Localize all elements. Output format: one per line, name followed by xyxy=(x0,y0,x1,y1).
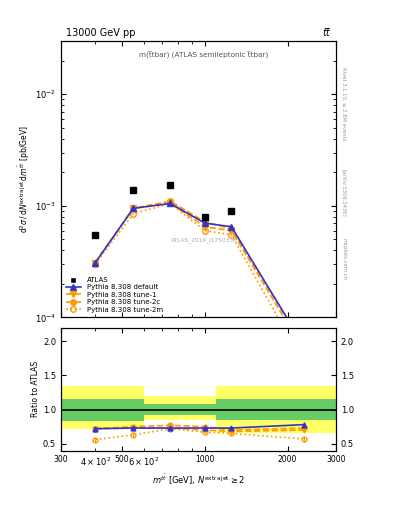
Pythia 8.308 tune-2m xyxy=(93,261,97,267)
ATLAS xyxy=(168,182,173,188)
Pythia 8.308 tune-1 xyxy=(93,260,97,266)
Text: tt̅: tt̅ xyxy=(323,28,331,38)
Pythia 8.308 default xyxy=(302,344,307,350)
Pythia 8.308 tune-1 xyxy=(131,205,136,211)
Line: Pythia 8.308 default: Pythia 8.308 default xyxy=(92,201,307,349)
ATLAS xyxy=(202,214,207,220)
Pythia 8.308 tune-2m xyxy=(168,200,173,206)
Text: Rivet 3.1.10, ≥ 2.8M events: Rivet 3.1.10, ≥ 2.8M events xyxy=(342,67,346,140)
Text: m(t̅tbar) (ATLAS semileptonic t̅tbar): m(t̅tbar) (ATLAS semileptonic t̅tbar) xyxy=(140,52,268,59)
Pythia 8.308 tune-2c xyxy=(93,260,97,266)
Pythia 8.308 tune-2c xyxy=(302,344,307,350)
Pythia 8.308 default xyxy=(168,200,173,206)
Pythia 8.308 default xyxy=(131,205,136,211)
ATLAS xyxy=(302,332,307,338)
Pythia 8.308 tune-2c xyxy=(202,219,207,225)
Text: mcplots.cern.ch: mcplots.cern.ch xyxy=(342,238,346,280)
Y-axis label: Ratio to ATLAS: Ratio to ATLAS xyxy=(31,361,40,417)
Pythia 8.308 default xyxy=(93,260,97,266)
Text: ATLAS_2019_I1750330: ATLAS_2019_I1750330 xyxy=(171,237,237,243)
Pythia 8.308 tune-2c xyxy=(131,205,136,211)
Pythia 8.308 tune-2c xyxy=(168,198,173,204)
Line: Pythia 8.308 tune-1: Pythia 8.308 tune-1 xyxy=(92,201,307,354)
Pythia 8.308 tune-1 xyxy=(202,224,207,230)
Pythia 8.308 default xyxy=(229,224,234,230)
Pythia 8.308 tune-2m xyxy=(202,227,207,233)
Pythia 8.308 tune-2m xyxy=(229,232,234,238)
Legend: ATLAS, Pythia 8.308 default, Pythia 8.308 tune-1, Pythia 8.308 tune-2c, Pythia 8: ATLAS, Pythia 8.308 default, Pythia 8.30… xyxy=(64,275,164,314)
X-axis label: $m^{t\bar{t}}$ [GeV], $N^{\mathrm{extra\,jet}} \geq 2$: $m^{t\bar{t}}$ [GeV], $N^{\mathrm{extra\… xyxy=(152,472,245,486)
ATLAS xyxy=(229,208,234,214)
Pythia 8.308 default xyxy=(202,220,207,226)
Pythia 8.308 tune-1 xyxy=(302,348,307,354)
Text: [arXiv:1306.3436]: [arXiv:1306.3436] xyxy=(342,169,346,217)
ATLAS xyxy=(93,232,97,238)
Line: Pythia 8.308 tune-2c: Pythia 8.308 tune-2c xyxy=(92,199,307,349)
Line: Pythia 8.308 tune-2m: Pythia 8.308 tune-2m xyxy=(92,201,307,367)
Text: 13000 GeV pp: 13000 GeV pp xyxy=(66,28,136,38)
Pythia 8.308 tune-2c xyxy=(229,226,234,232)
Pythia 8.308 tune-1 xyxy=(168,200,173,206)
Pythia 8.308 tune-2m xyxy=(302,361,307,368)
Pythia 8.308 tune-2m xyxy=(131,210,136,217)
Pythia 8.308 tune-1 xyxy=(229,227,234,233)
Y-axis label: $\mathrm{d}^2\sigma\,/\,\mathrm{d}N^{\mathrm{extra\,jet}}\,\mathrm{d}m^{\bar{t}t: $\mathrm{d}^2\sigma\,/\,\mathrm{d}N^{\ma… xyxy=(17,125,32,233)
ATLAS xyxy=(131,186,136,193)
Line: ATLAS: ATLAS xyxy=(92,182,307,337)
